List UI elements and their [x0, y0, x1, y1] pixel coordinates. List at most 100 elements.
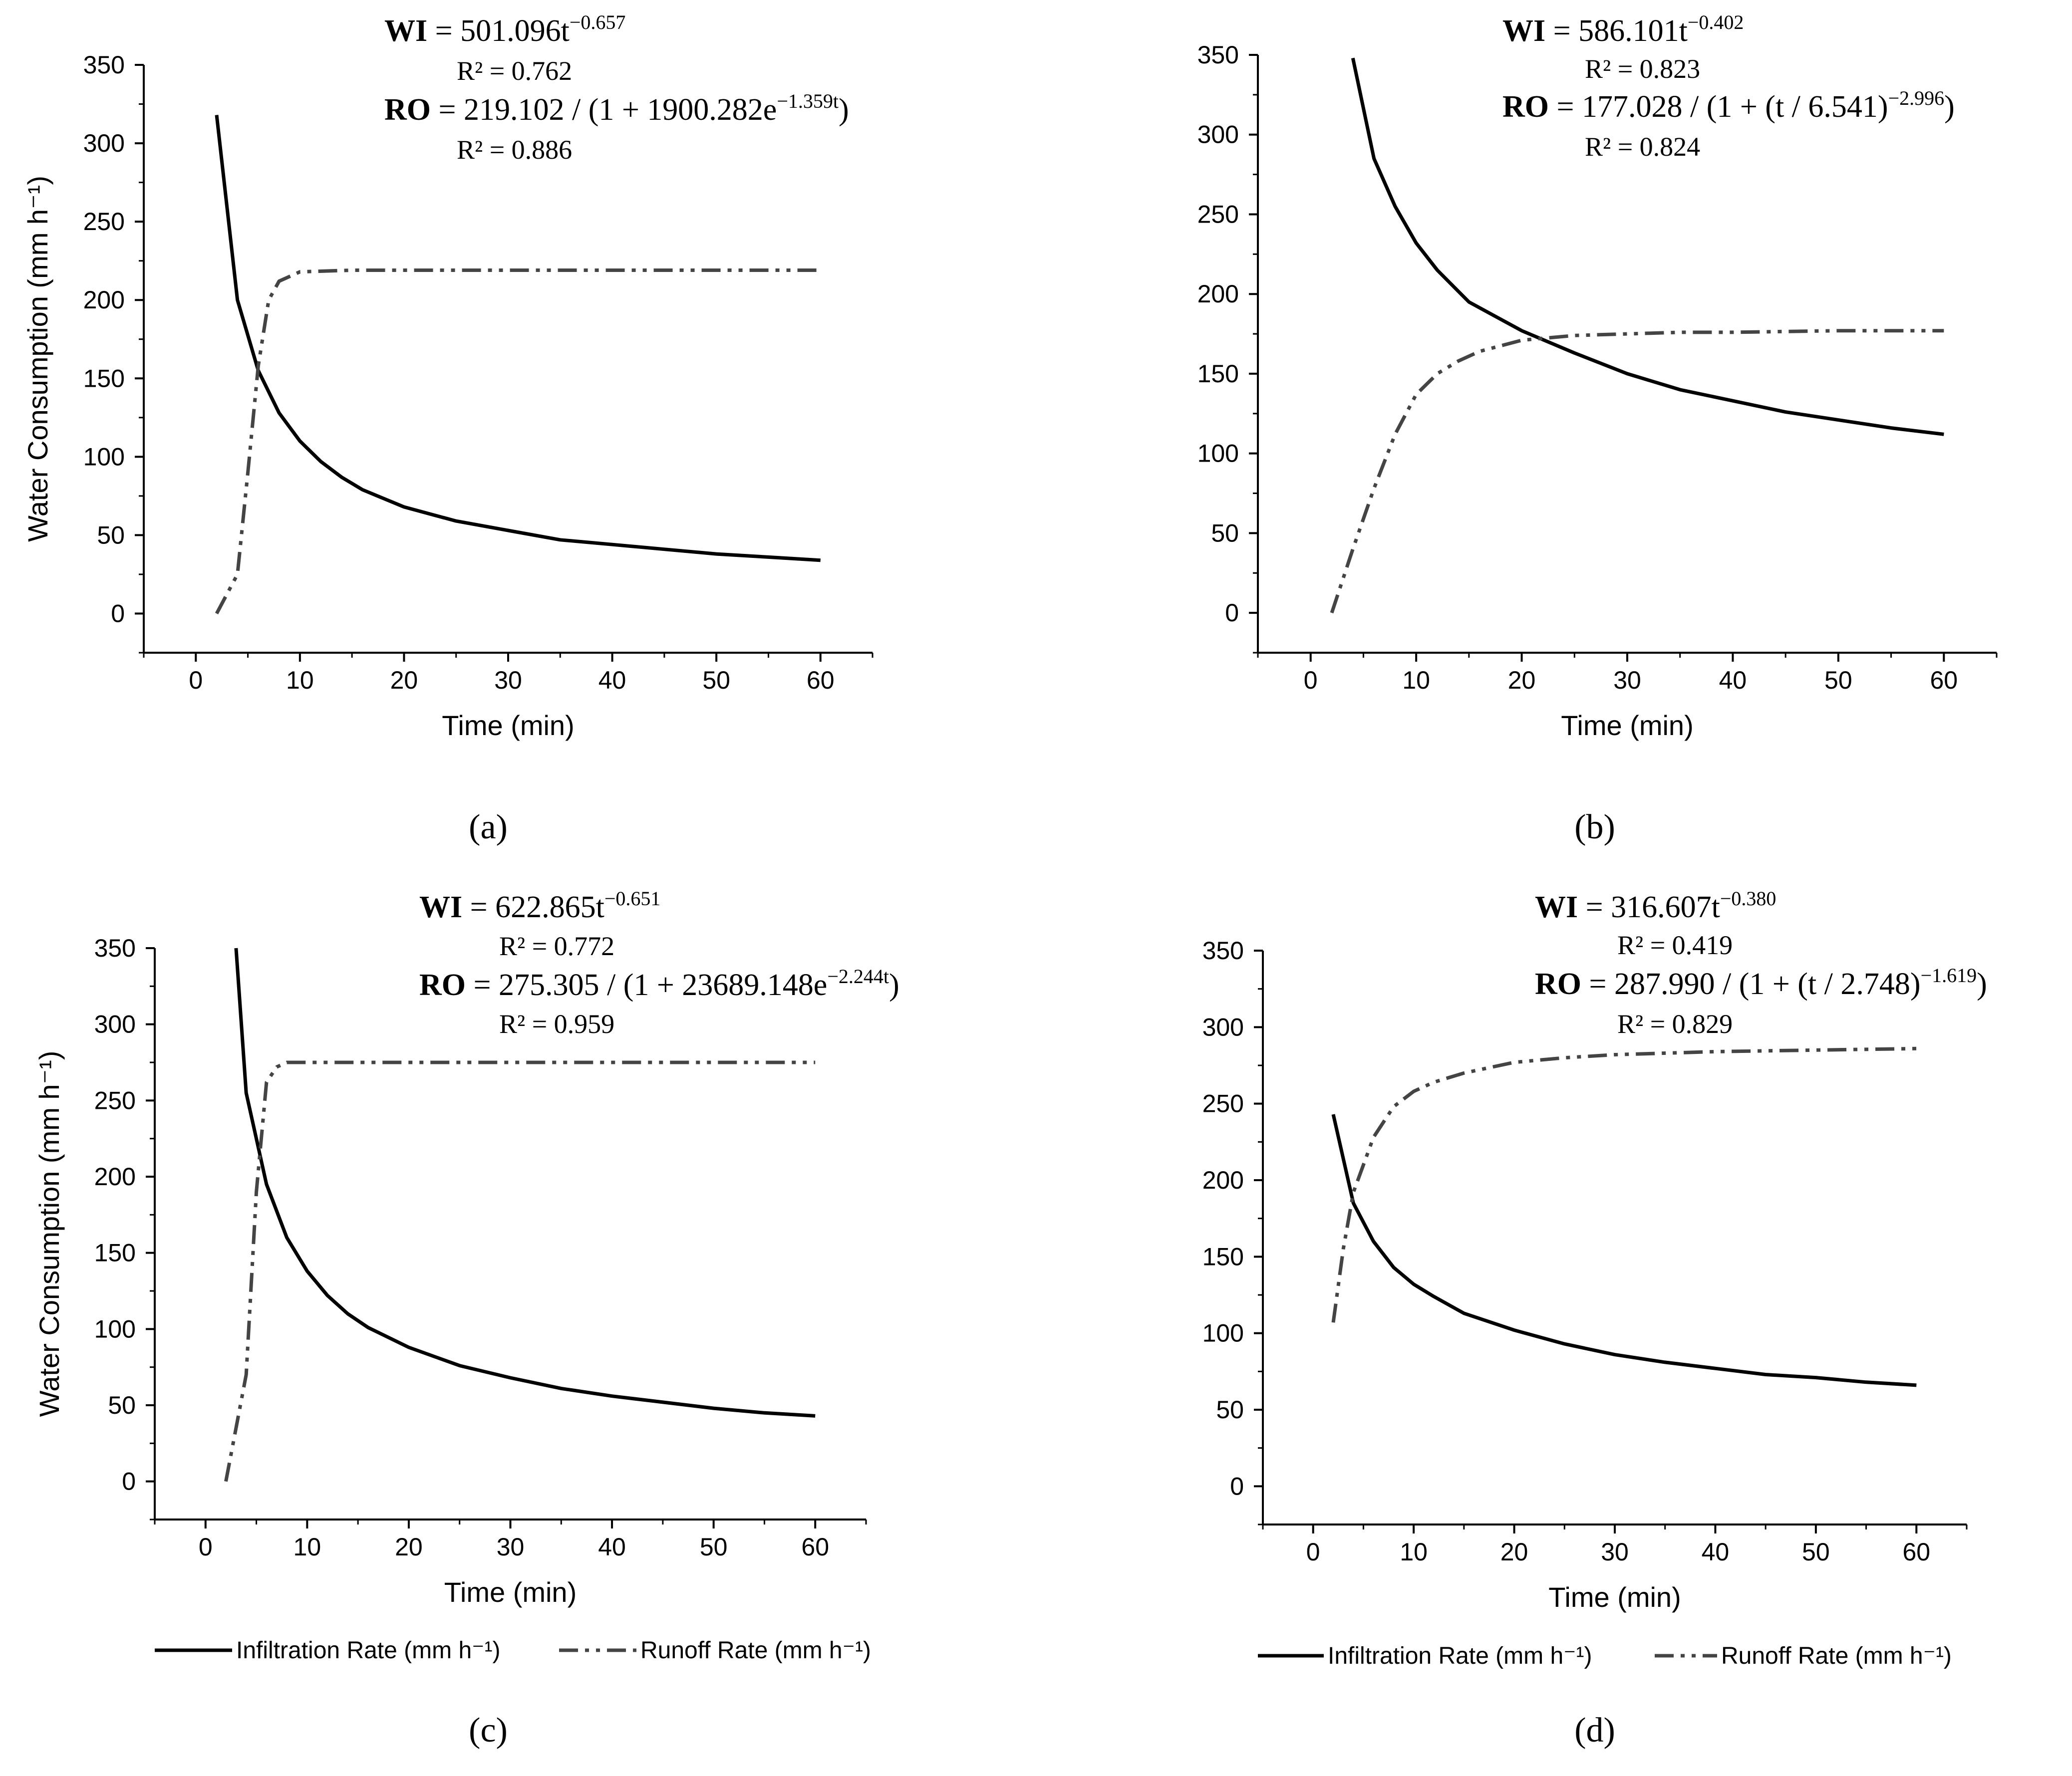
y-tick-label-c: 300 [94, 1011, 136, 1038]
y-tick-label-a: 350 [83, 51, 125, 79]
runoff-rate-line-d [1331, 1046, 1917, 1323]
equation-ro-d: RO = 287.990 / (1 + (t / 2.748)−1.619) [1535, 964, 1987, 1001]
plot-area-b: 0 10 20 30 40 50 60 0 50 100 150 200 250 300 350 Time (… [1197, 41, 1998, 741]
y-axis-title-c: Water Consumption (mm h⁻¹) [33, 1051, 65, 1417]
r2-wi-a: R² = 0.762 [457, 56, 572, 86]
y-tick-label-b: 150 [1197, 360, 1239, 388]
x-tick-label-d: 50 [1802, 1538, 1830, 1566]
x-tick-label-a: 50 [702, 666, 730, 694]
legend-c: Infiltration Rate (mm h⁻¹) Runoff Rate (… [155, 1637, 871, 1664]
infiltration-rate-line-d [1331, 1114, 1917, 1387]
x-axis-title-b: Time (min) [1561, 710, 1693, 741]
x-tick-label-c: 40 [598, 1533, 626, 1561]
y-tick-label-b: 200 [1197, 280, 1239, 308]
y-tick-label-a: 0 [111, 599, 125, 627]
x-tick-label-d: 30 [1601, 1538, 1629, 1566]
x-axis-title-d: Time (min) [1548, 1581, 1681, 1613]
y-tick-label-d: 300 [1202, 1013, 1244, 1041]
y-tick-label-c: 100 [94, 1315, 136, 1343]
x-tick-label-c: 60 [801, 1533, 829, 1561]
r2-ro-a: R² = 0.886 [457, 135, 572, 165]
x-tick-label-a: 10 [286, 666, 314, 694]
y-tick-label-b: 350 [1197, 41, 1239, 69]
plot-area-a: 0 10 20 30 40 50 60 0 50 100 150 200 250 300 350 Time (… [22, 51, 874, 741]
x-tick-label-a: 20 [390, 666, 418, 694]
equation-ro-c: RO = 275.305 / (1 + 23689.148e−2.244t) [419, 965, 899, 1002]
x-tick-label-c: 0 [199, 1533, 213, 1561]
x-axis-title-c: Time (min) [444, 1576, 577, 1608]
y-tick-label-d: 250 [1202, 1090, 1244, 1118]
y-tick-label-c: 0 [122, 1468, 136, 1496]
runoff-rate-line-c [224, 1060, 816, 1482]
panel-label-b: (b) [1574, 808, 1615, 846]
y-tick-label-b: 250 [1197, 200, 1239, 228]
x-tick-label-c: 20 [395, 1533, 423, 1561]
r2-ro-b: R² = 0.824 [1585, 132, 1700, 162]
y-tick-label-b: 100 [1197, 440, 1239, 468]
x-tick-label-b: 0 [1304, 666, 1318, 694]
y-tick-label-a: 100 [83, 443, 125, 471]
x-tick-label-b: 40 [1719, 666, 1747, 694]
y-tick-label-d: 0 [1230, 1472, 1244, 1500]
equation-wi-b: WI = 586.101t−0.402 [1502, 11, 1744, 48]
y-tick-label-a: 200 [83, 286, 125, 314]
legend-label-infiltration-c: Infiltration Rate (mm h⁻¹) [236, 1637, 500, 1664]
y-tick-label-d: 350 [1202, 937, 1244, 965]
runoff-rate-line-b [1330, 329, 1944, 614]
y-tick-label-a: 250 [83, 208, 125, 236]
x-tick-label-b: 60 [1930, 666, 1958, 694]
equation-ro-a: RO = 219.102 / (1 + 1900.282e−1.359t) [384, 90, 849, 127]
x-tick-label-b: 50 [1824, 666, 1852, 694]
y-tick-label-c: 150 [94, 1239, 136, 1267]
y-tick-label-c: 350 [94, 934, 136, 962]
r2-ro-c: R² = 0.959 [499, 1009, 614, 1039]
y-tick-label-b: 50 [1211, 519, 1239, 547]
legend-label-runoff-d: Runoff Rate (mm h⁻¹) [1721, 1643, 1952, 1669]
y-tick-label-c: 200 [94, 1163, 136, 1191]
r2-wi-b: R² = 0.823 [1585, 54, 1700, 84]
panel-label-c: (c) [469, 1711, 508, 1750]
x-tick-label-a: 0 [189, 666, 203, 694]
x-tick-label-a: 30 [494, 666, 522, 694]
x-tick-label-d: 40 [1702, 1538, 1730, 1566]
y-tick-label-d: 50 [1216, 1396, 1244, 1424]
panel-a: WI = 501.096t−0.657 R² = 0.762 RO = 219.… [22, 11, 874, 846]
y-tick-label-b: 0 [1225, 599, 1239, 627]
runoff-rate-line-a [215, 268, 821, 615]
x-axis-title-a: Time (min) [442, 710, 574, 741]
x-tick-label-d: 0 [1306, 1538, 1320, 1566]
y-tick-label-a: 150 [83, 364, 125, 392]
x-tick-label-b: 20 [1508, 666, 1536, 694]
plot-area-c: 0 10 20 30 40 50 60 0 50 100 150 200 250 300 350 Time (… [33, 934, 867, 1608]
infiltration-rate-line-b [1351, 57, 1944, 436]
panel-label-d: (d) [1574, 1711, 1615, 1750]
y-tick-label-a: 300 [83, 129, 125, 157]
x-tick-label-d: 20 [1500, 1538, 1528, 1566]
legend-label-runoff-c: Runoff Rate (mm h⁻¹) [640, 1637, 871, 1664]
y-tick-label-c: 50 [108, 1391, 136, 1419]
panel-b: WI = 586.101t−0.402 R² = 0.823 RO = 177.… [1197, 11, 1998, 846]
panel-label-a: (a) [469, 808, 508, 846]
infiltration-rate-line-c [234, 948, 816, 1418]
r2-wi-c: R² = 0.772 [499, 931, 614, 961]
equation-wi-c: WI = 622.865t−0.651 [419, 887, 660, 924]
equation-ro-b: RO = 177.028 / (1 + (t / 6.541)−2.996) [1502, 87, 1955, 124]
x-tick-label-a: 40 [598, 666, 626, 694]
y-tick-label-d: 100 [1202, 1319, 1244, 1347]
x-tick-label-c: 30 [497, 1533, 525, 1561]
x-tick-label-b: 30 [1613, 666, 1641, 694]
y-tick-label-d: 150 [1202, 1243, 1244, 1270]
x-tick-label-c: 50 [700, 1533, 728, 1561]
r2-ro-d: R² = 0.829 [1617, 1009, 1733, 1039]
y-tick-label-b: 300 [1197, 121, 1239, 149]
equation-wi-d: WI = 316.607t−0.380 [1535, 887, 1776, 924]
panel-d: WI = 316.607t−0.380 R² = 0.419 RO = 287.… [1202, 887, 1987, 1750]
equation-wi-a: WI = 501.096t−0.657 [384, 11, 625, 48]
x-tick-label-d: 10 [1400, 1538, 1428, 1566]
panel-c: WI = 622.865t−0.651 R² = 0.772 RO = 275.… [33, 887, 899, 1750]
y-tick-label-d: 200 [1202, 1166, 1244, 1194]
plot-area-d: 0 10 20 30 40 50 60 0 50 100 150 200 250 300 350 Time (… [1202, 937, 1968, 1613]
y-tick-label-c: 250 [94, 1086, 136, 1114]
x-tick-label-b: 10 [1402, 666, 1430, 694]
